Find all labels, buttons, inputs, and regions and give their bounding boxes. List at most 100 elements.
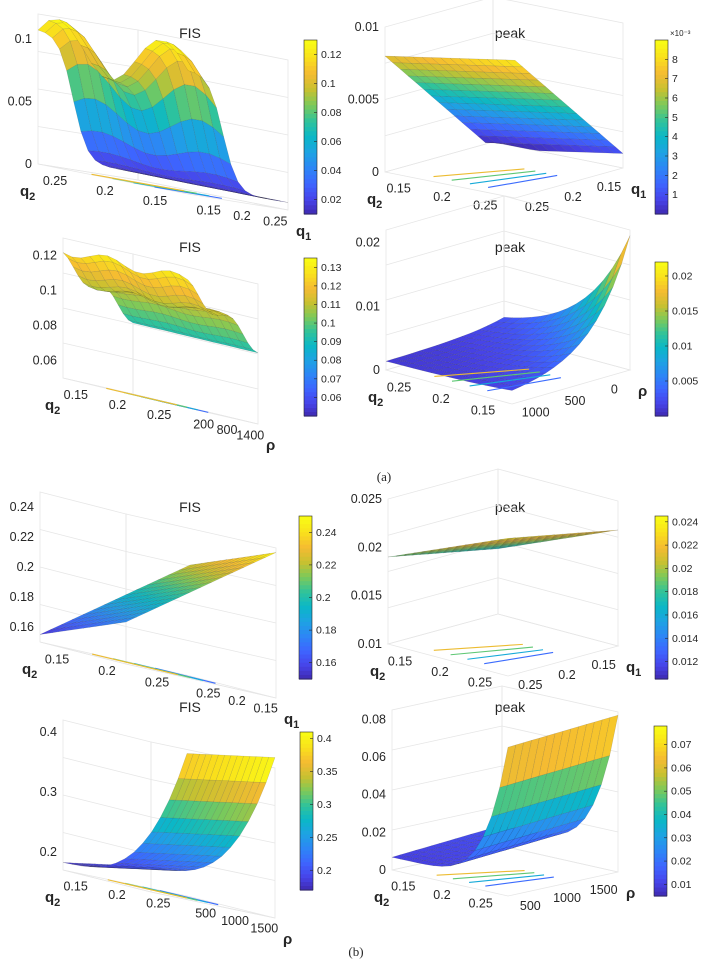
colorbar-segment <box>654 828 667 833</box>
colorbar-segment <box>655 135 668 141</box>
colorbar-segment <box>304 100 317 106</box>
y-tick-label: 0.25 <box>145 675 169 689</box>
colorbar-segment <box>304 372 317 378</box>
colorbar-segment <box>304 400 317 405</box>
z-tick-label: 0.015 <box>351 589 382 603</box>
surface-patch <box>550 537 567 541</box>
surface-patch <box>135 280 150 295</box>
colorbar-segment <box>300 842 313 848</box>
colorbar-segment <box>299 634 312 639</box>
floor <box>62 377 259 425</box>
colorbar-segment <box>299 626 312 631</box>
colorbar-segment <box>655 552 668 558</box>
colorbar-segment <box>300 747 313 753</box>
colorbar-segment <box>655 209 668 215</box>
surface-patch <box>193 315 208 327</box>
colorbar-segment <box>655 157 668 163</box>
colorbar-segment <box>304 174 317 180</box>
surface-patch <box>494 142 512 146</box>
colorbar-segment <box>304 337 317 342</box>
colorbar-segment <box>304 317 317 322</box>
colorbar-segment <box>304 109 317 115</box>
colorbar-tick-label: 4 <box>672 131 678 143</box>
z-tick-label: 0 <box>25 157 32 171</box>
surface-patch <box>163 817 180 833</box>
surface-patch <box>175 778 191 801</box>
colorbar-segment <box>655 144 668 150</box>
colorbar-segment <box>299 605 312 611</box>
colorbar-segment <box>300 854 313 859</box>
colorbar-segment <box>304 258 317 263</box>
colorbar-segment <box>655 300 668 305</box>
contour-line <box>106 387 177 406</box>
surface-patch <box>162 853 179 861</box>
colorbar-segment <box>299 597 312 603</box>
colorbar-segment <box>654 802 667 808</box>
colorbar-segment <box>300 735 313 741</box>
surface-patch <box>69 862 85 866</box>
y-tick-label: 0.2 <box>432 392 449 406</box>
surface-patch <box>490 547 507 550</box>
y-axis-label: q2 <box>368 389 383 409</box>
colorbar: 0.13 0.12 0.11 0.1 0.09 0.08 0.07 0.06 <box>303 257 342 417</box>
colorbar-segment <box>655 100 668 106</box>
colorbar-segment <box>300 751 313 757</box>
colorbar-segment <box>655 79 668 85</box>
axes-box <box>386 468 620 677</box>
colorbar-segment <box>655 161 668 167</box>
surface-patch <box>190 753 207 780</box>
colorbar-segment <box>299 556 312 562</box>
surface-patch <box>186 833 203 846</box>
x-axis-label: q1 <box>631 181 646 201</box>
colorbar-segment <box>655 568 668 574</box>
colorbar-segment <box>655 122 668 128</box>
surface-mesh <box>391 714 619 867</box>
contour-line <box>487 377 561 392</box>
colorbar-segment <box>655 285 668 290</box>
surface-patch <box>124 852 141 860</box>
colorbar-segment <box>655 277 668 282</box>
surface-patch <box>162 303 178 308</box>
plot-b1: FIS0.250.20.150.250.20.150.160.180.20.22… <box>10 491 337 731</box>
y-tick-label: 0.25 <box>468 676 492 690</box>
contour-line <box>469 874 545 883</box>
surface-patch <box>234 187 253 196</box>
surface-patch <box>133 843 150 853</box>
colorbar-segment <box>655 174 668 180</box>
surface-patch <box>211 834 228 847</box>
colorbar-segment <box>654 726 667 731</box>
surface-patch <box>107 255 122 267</box>
surface-patch <box>123 168 142 174</box>
colorbar-segment <box>304 74 317 80</box>
colorbar-segment <box>304 360 317 366</box>
surface-patch <box>181 332 196 339</box>
colorbar-segment <box>655 362 668 367</box>
colorbar-segment <box>304 404 317 409</box>
colorbar-segment <box>655 385 668 390</box>
colorbar-segment <box>655 544 668 550</box>
colorbar-segment <box>654 849 667 855</box>
colorbar-tick-label: 0.35 <box>317 766 338 778</box>
colorbar-segment <box>655 170 668 176</box>
surface-patch <box>191 861 207 867</box>
plot-title: peak <box>495 699 526 715</box>
x-tick-label: 0.25 <box>196 687 220 701</box>
surface-patch <box>221 755 238 781</box>
colorbar-segment <box>299 654 312 660</box>
colorbar-segment <box>299 601 312 607</box>
colorbar-segment <box>304 48 317 54</box>
colorbar-segment <box>655 617 668 623</box>
colorbar-segment <box>299 613 312 619</box>
surface-mesh <box>39 552 277 635</box>
surface-patch <box>136 867 152 869</box>
colorbar-tick-label: 0.2 <box>317 865 332 877</box>
colorbar-segment <box>299 540 312 546</box>
colorbar-segment <box>655 400 668 406</box>
surface-patch <box>153 286 168 297</box>
colorbar-segment <box>654 832 667 838</box>
colorbar-segment <box>654 836 667 842</box>
colorbar-segment <box>304 384 317 389</box>
z-tick-label: 0.005 <box>348 93 379 107</box>
